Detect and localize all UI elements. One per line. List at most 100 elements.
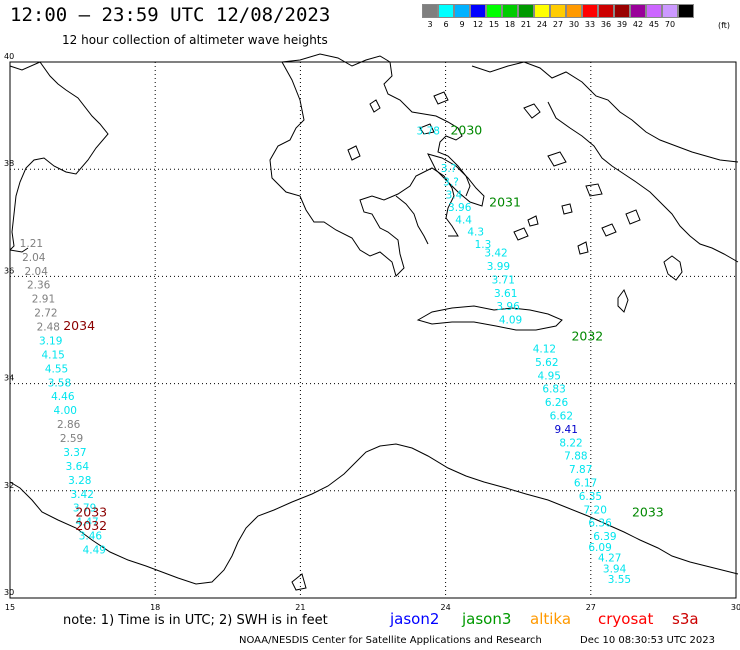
legend-swatch [566, 4, 582, 18]
wave-height-value: 4.4 [455, 214, 472, 226]
legend-label: 18 [504, 20, 516, 29]
wave-height-value: 3.64 [66, 461, 90, 473]
legend-label: 27 [552, 20, 564, 29]
coastline-albania-greece-west [269, 61, 459, 277]
legend-swatch [518, 4, 534, 18]
wave-height-value: 6.35 [579, 491, 602, 503]
wave-height-value: 4.00 [54, 405, 77, 417]
wave-height-value: 3.4 [446, 190, 463, 202]
satellite-name: jason3 [462, 610, 512, 628]
x-tick-label: 24 [441, 603, 451, 612]
wave-height-value: 6.39 [593, 531, 616, 543]
coastline-libya-egypt [9, 443, 739, 585]
map-frame [9, 61, 737, 599]
axis-ticks: 15 18 21 24 27 30 40 38 36 34 32 30 [4, 52, 740, 612]
wave-height-value: 5.62 [535, 357, 558, 369]
legend-swatch [486, 4, 502, 18]
coastline-turkey-aegean [547, 101, 739, 263]
wave-height-value: 3.79 [73, 503, 96, 515]
wave-height-value: 3.28 [68, 475, 91, 487]
footer-credit: NOAA/NESDIS Center for Satellite Applica… [239, 635, 542, 646]
wave-height-value: 3.37 [63, 447, 86, 459]
wave-height-value: 2.72 [34, 308, 57, 320]
y-tick-label: 40 [4, 52, 14, 61]
wave-height-value: 2.04 [22, 252, 46, 264]
wave-height-labels: 1.21 2.04 2.04 2.36 2.91 2.72 2.483.19 4.15 4.55… [20, 125, 631, 586]
legend-swatch [550, 4, 566, 18]
pass-id-label: 2033 [75, 505, 107, 520]
x-tick-label: 15 [5, 603, 15, 612]
wave-height-value: 8.22 [559, 437, 582, 449]
wave-height-value: 4.55 [45, 363, 68, 375]
wave-height-value: 9.41 [555, 424, 578, 436]
wave-height-value: 1.21 [20, 238, 43, 250]
graticule [10, 62, 736, 598]
coastline-north-aegean-islands [419, 91, 603, 197]
coastline-turkey-west [471, 61, 739, 163]
legend-swatch [646, 4, 662, 18]
legend-swatch [454, 4, 470, 18]
wave-height-value: 3.96 [448, 202, 472, 214]
wave-height-value: 4.15 [41, 349, 64, 361]
legend-label: 45 [648, 20, 660, 29]
color-legend: 3 6 9 12 15 18 21 24 27 30 33 36 39 42 45 70 [422, 4, 694, 29]
wave-height-value: 2.91 [32, 294, 55, 306]
coastline-italy [9, 61, 109, 251]
wave-height-value: 6.26 [545, 397, 569, 409]
legend-swatch [534, 4, 550, 18]
legend-label: 15 [488, 20, 500, 29]
coastline-cyprus-corner [291, 573, 307, 591]
wave-height-value: 2.36 [27, 280, 51, 292]
wave-height-value: 4.49 [83, 545, 106, 557]
legend-swatch [598, 4, 614, 18]
y-tick-label: 34 [4, 374, 14, 383]
legend-label: 3 [427, 20, 433, 29]
wave-height-value: 3.78 [417, 125, 440, 137]
wave-height-value: 4.3 [467, 227, 484, 239]
wave-height-value: 3.42 [71, 489, 94, 501]
coastline-attica [395, 195, 429, 245]
wave-height-value: 3.71 [492, 274, 515, 286]
wave-height-value: 6.17 [574, 478, 597, 490]
legend-labels: 3 6 9 12 15 18 21 24 27 30 33 36 39 42 45 70 [422, 20, 694, 29]
satellite-name: cryosat [598, 610, 654, 628]
wave-height-value: 6.62 [550, 411, 573, 423]
coastline-sicily-edge [9, 247, 29, 253]
y-tick-label: 38 [4, 159, 14, 168]
legend-label: 9 [459, 20, 465, 29]
x-tick-label: 27 [586, 603, 596, 612]
wave-height-value: 3.58 [48, 377, 71, 389]
legend-swatch [662, 4, 678, 18]
x-tick-label: 21 [295, 603, 305, 612]
legend-label: 70 [664, 20, 676, 29]
legend-label: 42 [632, 20, 644, 29]
legend-swatch [438, 4, 454, 18]
y-tick-label: 32 [4, 481, 14, 490]
wave-height-value: 4.12 [533, 344, 556, 356]
wave-height-value: 3.96 [496, 301, 520, 313]
footer-note: note: 1) Time is in UTC; 2) SWH is in fe… [63, 613, 328, 628]
legend-label: 39 [616, 20, 628, 29]
wave-height-value: 4.09 [499, 315, 522, 327]
wave-height-value: 2.48 [37, 322, 60, 334]
wave-height-value: 6.09 [588, 542, 611, 554]
wave-height-value: 3.99 [487, 261, 510, 273]
page-subtitle: 12 hour collection of altimeter wave hei… [62, 33, 328, 47]
wave-height-value: 4.95 [538, 370, 561, 382]
legend-label: 33 [584, 20, 596, 29]
wave-height-value: 3.94 [603, 563, 627, 575]
wave-height-value: 3.42 [484, 248, 507, 260]
footer-timestamp: Dec 10 08:30:53 UTC 2023 [580, 635, 715, 646]
page-title: 12:00 – 23:59 UTC 12/08/2023 [10, 4, 331, 26]
wave-height-value: 4.27 [598, 553, 621, 565]
pass-id-label: 2032 [75, 518, 107, 533]
legend-unit: (ft) [718, 21, 731, 30]
wave-height-value: 1.3 [475, 239, 492, 251]
pass-id-label: 2034 [63, 318, 95, 333]
wave-height-value: 7.20 [584, 504, 607, 516]
legend-swatch [678, 4, 694, 18]
wave-height-value: 2.86 [57, 419, 81, 431]
legend-label: 24 [536, 20, 548, 29]
wave-height-value: 3.46 [79, 531, 103, 543]
